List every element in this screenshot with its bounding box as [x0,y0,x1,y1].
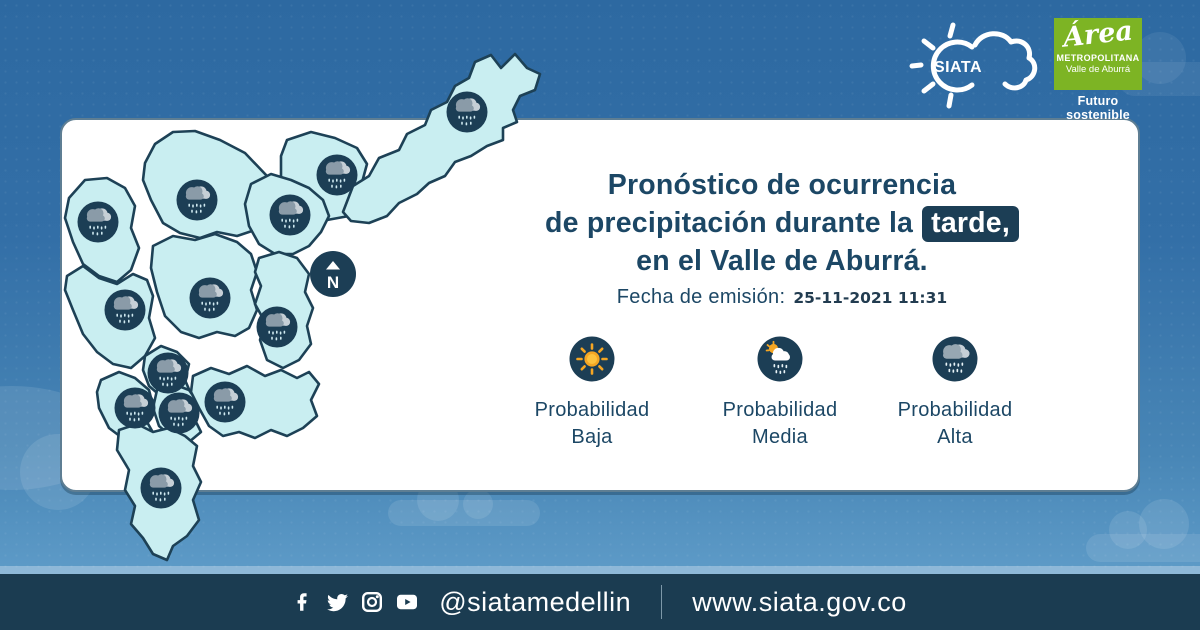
footer-light-strip [0,566,1200,574]
emission-label: Fecha de emisión: [616,286,786,308]
map-marker-rain-icon [140,467,182,509]
legend-item-media: Probabilidad Media [685,336,875,451]
title-highlight-tarde: tarde, [922,206,1019,242]
municipality-shape [341,52,542,225]
map-marker-rain-icon [158,392,200,434]
map-marker-rain-icon [256,306,298,348]
title-line1: Pronóstico de ocurrencia [607,169,957,201]
twitter-icon[interactable] [324,590,351,614]
emission-row: Fecha de emisión: 25-11-2021 11:31 [462,286,1102,309]
legend-label: Probabilidad Media [685,397,875,451]
compass-letter: N [327,273,339,292]
title-line3: en el Valle de Aburrá. [636,245,928,277]
map-marker-rain-icon [269,194,311,236]
legend-label-line1: Probabilidad [722,399,838,421]
map-marker-rain-icon [104,289,146,331]
amva-script-word: Área [1061,15,1135,54]
legend-label-line2: Media [752,426,808,448]
north-compass-icon: N [310,251,356,297]
map-marker-rain-icon [446,91,488,133]
amva-metropolitana: METROPOLITANA [1056,53,1140,63]
legend-label-line1: Probabilidad [897,399,1013,421]
map-marker-rain-icon [114,387,156,429]
website-link[interactable]: www.siata.gov.co [692,586,907,617]
aburra-valley-map: N [63,52,542,562]
amva-logo: Área METROPOLITANA Valle de Aburrá Futur… [1054,15,1142,122]
title-line2-prefix: de precipitación durante la [545,207,914,239]
social-handle[interactable]: @siatamedellin [439,586,632,617]
facebook-icon[interactable] [293,590,315,614]
sun-rain-icon [757,336,803,382]
legend-label-line1: Probabilidad [534,399,650,421]
amva-tagline: Futuro sostenible [1066,94,1130,122]
social-icons [293,590,421,614]
legend-label-line2: Alta [937,426,973,448]
rain-cloud-icon [932,336,978,382]
map-marker-rain-icon [189,277,231,319]
youtube-icon[interactable] [393,590,421,614]
brand-logos: SIATA Área METROPOLITANA Valle de Aburrá… [906,15,1142,122]
legend-label: Probabilidad Alta [860,397,1050,451]
map-marker-rain-icon [147,352,189,394]
legend-label: Probabilidad Baja [497,397,687,451]
siata-logo: SIATA [909,22,1038,109]
footer-divider [661,585,663,619]
footer-bar: @siatamedellin www.siata.gov.co [0,574,1200,630]
page-title: Pronóstico de ocurrencia de precipitació… [462,166,1102,280]
map-marker-rain-icon [316,154,358,196]
legend-label-line2: Baja [571,426,613,448]
instagram-icon[interactable] [360,590,384,614]
amva-logo-box: Área METROPOLITANA Valle de Aburrá [1054,15,1142,90]
sun-icon [569,336,615,382]
title-line2: de precipitación durante la tarde, [462,204,1102,242]
map-marker-rain-icon [176,179,218,221]
legend-item-alta: Probabilidad Alta [860,336,1050,451]
amva-valle-de-aburra: Valle de Aburrá [1065,64,1131,75]
map-marker-rain-icon [77,201,119,243]
map-marker-rain-icon [204,381,246,423]
legend-item-baja: Probabilidad Baja [497,336,687,451]
emission-datetime: 25-11-2021 11:31 [793,289,948,307]
siata-logo-text: SIATA [934,59,982,76]
cloud-shape [1086,499,1200,562]
